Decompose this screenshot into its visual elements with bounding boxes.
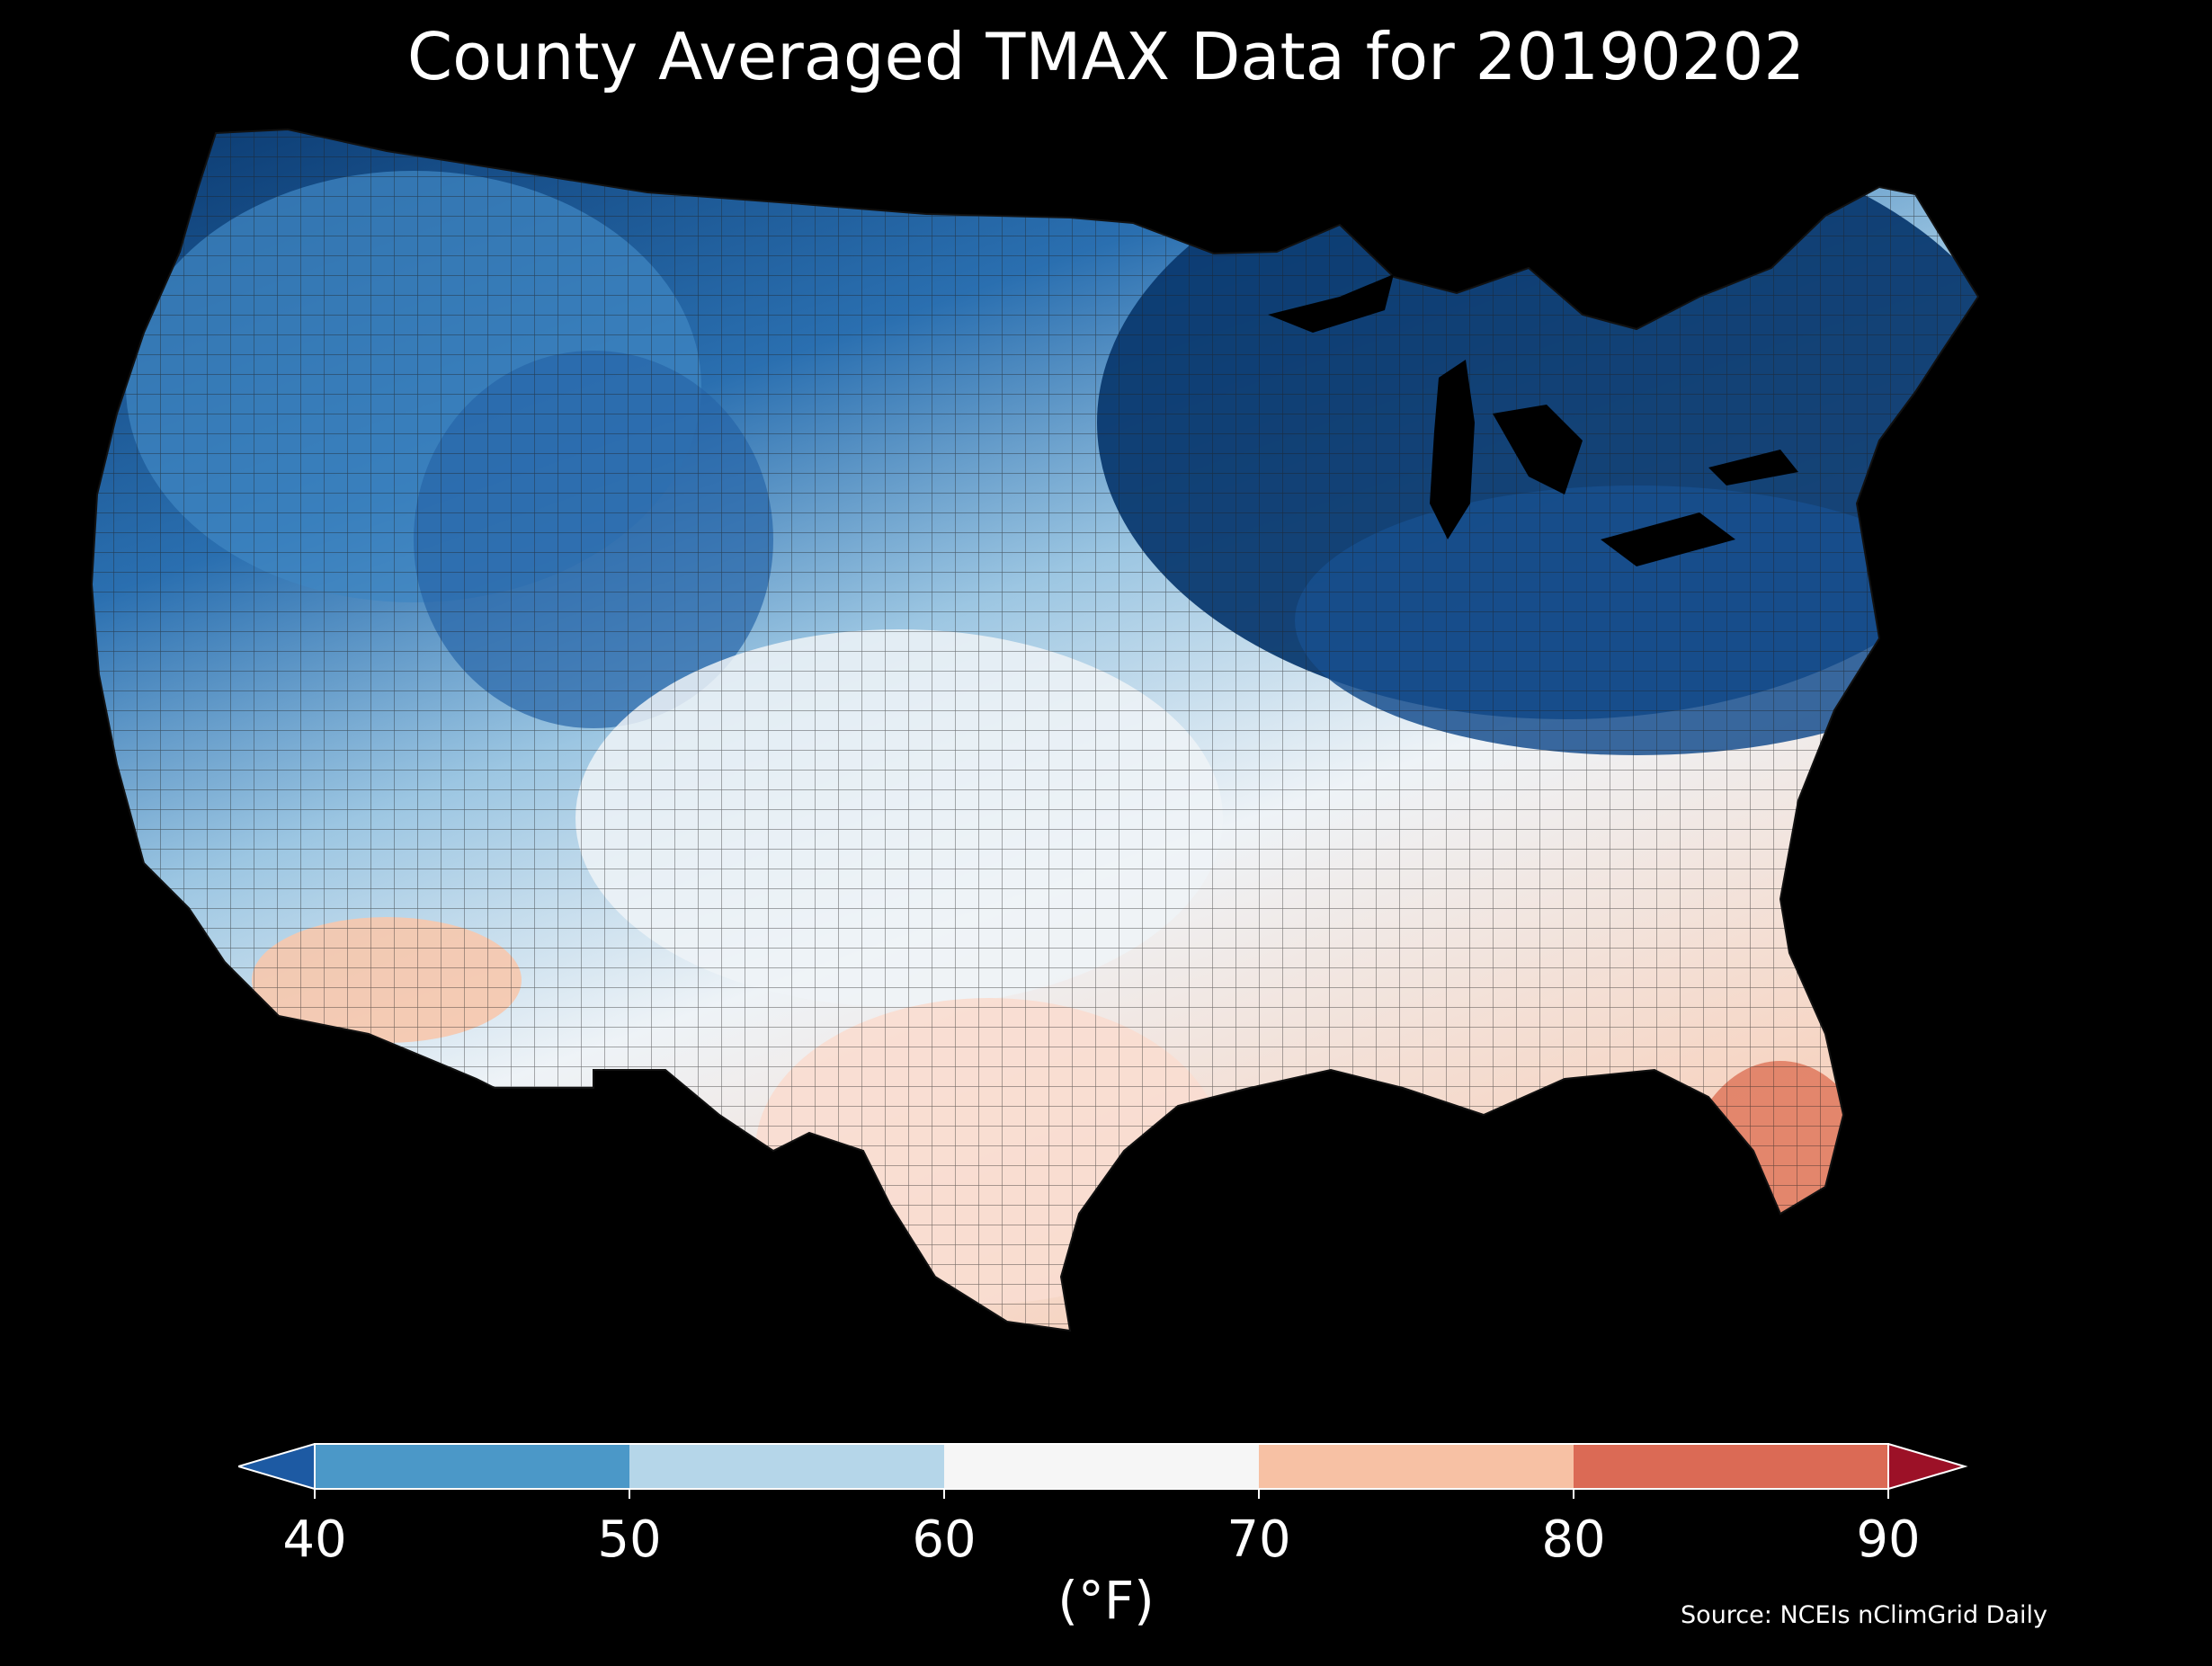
colorbar-tick-80: 80 — [1541, 1510, 1606, 1569]
colorbar-bin-60-70 — [944, 1444, 1259, 1489]
colorbar-tick-60: 60 — [912, 1510, 977, 1569]
colorbar-tick-90: 90 — [1856, 1510, 1921, 1569]
colorbar-bin-40-50 — [315, 1444, 629, 1489]
colorbar-bin-80-90 — [1574, 1444, 1888, 1489]
source-credit: Source: NCEIs nClimGrid Daily — [1681, 1601, 2047, 1629]
colorbar-unit-label: (°F) — [1057, 1570, 1155, 1631]
map-title: County Averaged TMAX Data for 20190202 — [406, 19, 1806, 94]
colorbar-over-arrow — [1887, 1443, 1968, 1491]
colorbar-tick-70: 70 — [1226, 1510, 1291, 1569]
colorbar-bin-70-80 — [1259, 1444, 1574, 1489]
colorbar — [238, 1443, 1968, 1499]
colorbar-tick-40: 40 — [282, 1510, 347, 1569]
conus-county-map — [90, 117, 2122, 1394]
colorbar-tick-50: 50 — [597, 1510, 662, 1569]
colorbar-under-arrow — [238, 1443, 316, 1491]
colorbar-bin-50-60 — [629, 1444, 944, 1489]
